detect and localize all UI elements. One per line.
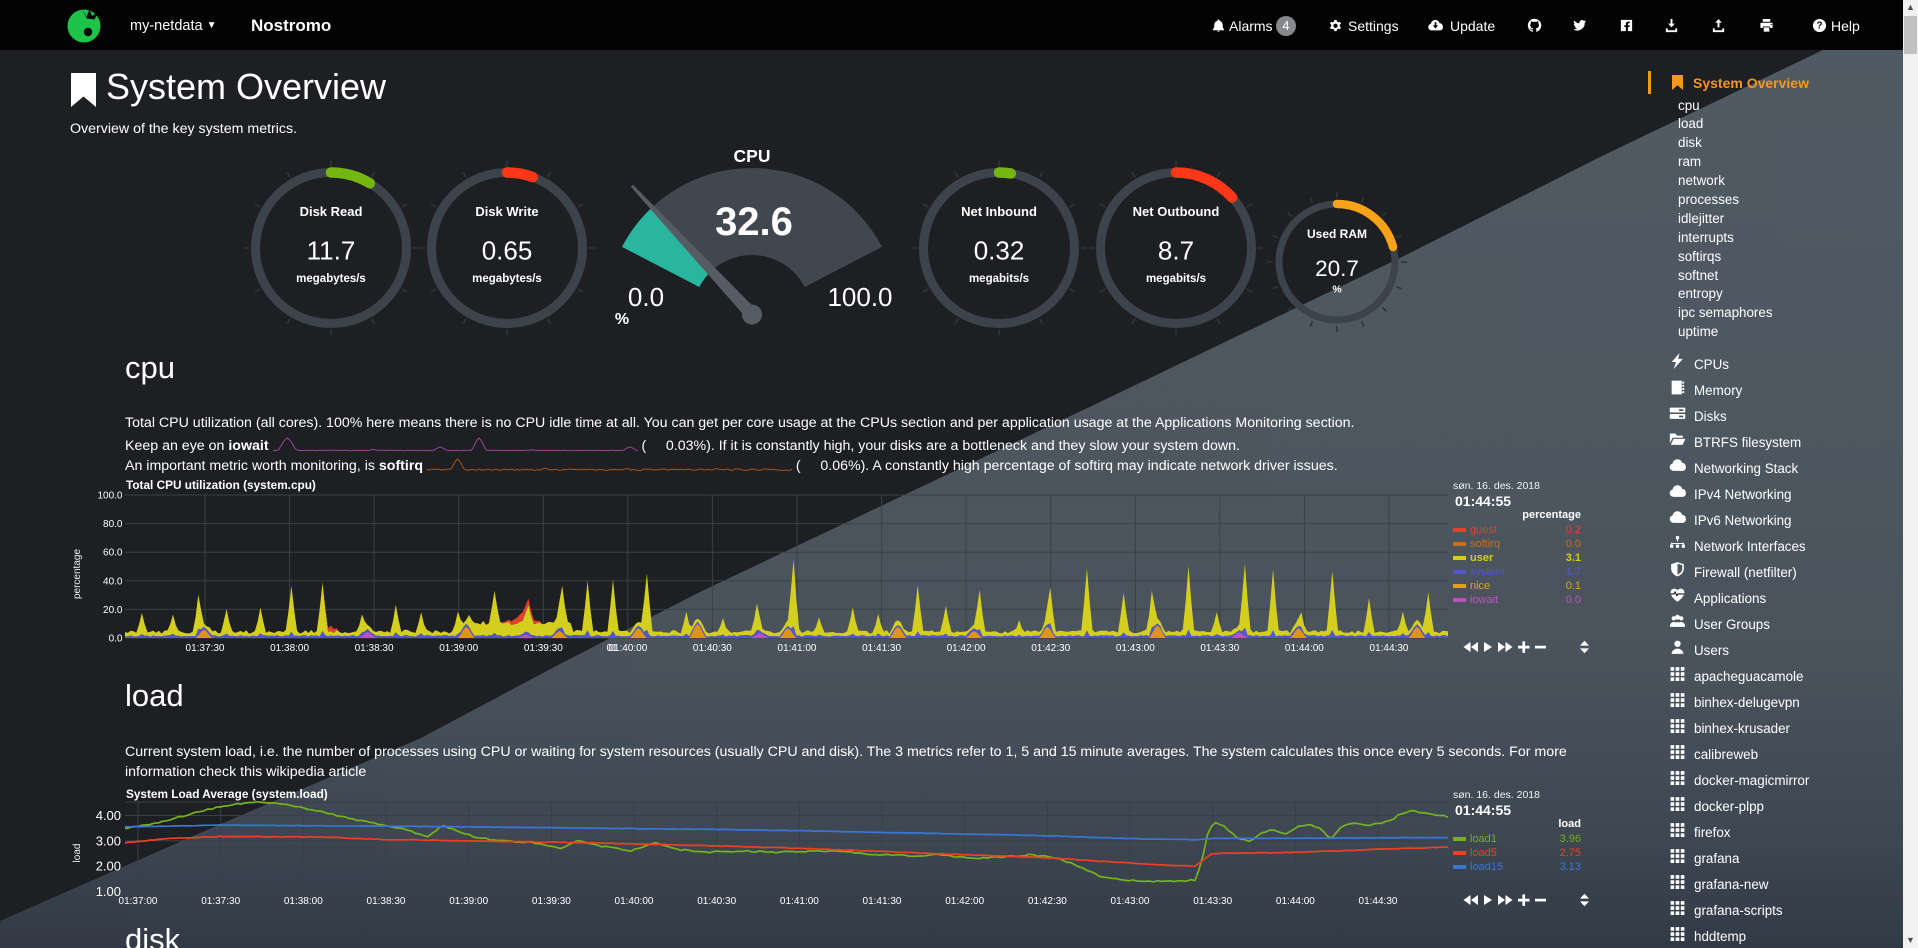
svg-text:1.00: 1.00 (96, 884, 121, 899)
svg-text:Disk Write: Disk Write (475, 204, 538, 219)
svg-text:01:37:30: 01:37:30 (186, 643, 225, 654)
svg-text:01:42:00: 01:42:00 (945, 896, 984, 907)
svg-text:load: load (72, 844, 83, 863)
svg-text:0.0: 0.0 (628, 282, 664, 312)
svg-text:2.00: 2.00 (96, 859, 121, 874)
svg-text:01:43:30: 01:43:30 (1193, 896, 1232, 907)
svg-text:01:38:00: 01:38:00 (284, 896, 323, 907)
svg-text:40.0: 40.0 (103, 576, 123, 587)
svg-text:01:38:30: 01:38:30 (367, 896, 406, 907)
svg-text:100.0: 100.0 (97, 491, 122, 502)
svg-text:01:37:00: 01:37:00 (119, 896, 158, 907)
svg-text:32.6: 32.6 (715, 200, 793, 244)
svg-text:01:44:30: 01:44:30 (1370, 643, 1409, 654)
svg-text:0.32: 0.32 (974, 236, 1025, 266)
svg-text:01:42:30: 01:42:30 (1028, 896, 1067, 907)
svg-text:01:41:00: 01:41:00 (778, 643, 817, 654)
svg-text:01:38:30: 01:38:30 (355, 643, 394, 654)
svg-text:20.0: 20.0 (103, 605, 123, 616)
svg-text:01:44:30: 01:44:30 (1359, 896, 1398, 907)
svg-text:01:38:00: 01:38:00 (270, 643, 309, 654)
svg-text:01:42:30: 01:42:30 (1031, 643, 1070, 654)
svg-text:percentage: percentage (72, 549, 83, 599)
svg-text:megabytes/s: megabytes/s (296, 273, 366, 285)
svg-text:01:43:00: 01:43:00 (1111, 896, 1150, 907)
svg-text:01:39:30: 01:39:30 (524, 643, 563, 654)
svg-text:01:44:00: 01:44:00 (1276, 896, 1315, 907)
svg-text:01:44:00: 01:44:00 (1285, 643, 1324, 654)
svg-text:01:41:00: 01:41:00 (780, 896, 819, 907)
svg-text:CPU: CPU (734, 146, 771, 166)
svg-text:01:40:30: 01:40:30 (697, 896, 736, 907)
svg-text:Net Inbound: Net Inbound (961, 204, 1037, 219)
svg-text:%: % (1332, 284, 1342, 296)
svg-text:01:40:30: 01:40:30 (693, 643, 732, 654)
svg-text:01:40:00: 01:40:00 (608, 643, 647, 654)
svg-text:0.65: 0.65 (482, 236, 533, 266)
svg-text:8.7: 8.7 (1158, 236, 1194, 266)
svg-text:01:43:30: 01:43:30 (1200, 643, 1239, 654)
svg-text:20.7: 20.7 (1315, 256, 1359, 281)
svg-text:60.0: 60.0 (103, 548, 123, 559)
svg-text:%: % (615, 311, 629, 328)
svg-text:80.0: 80.0 (103, 519, 123, 530)
svg-text:System Load Average (system.lo: System Load Average (system.load) (126, 787, 328, 801)
svg-text:01: 01 (606, 643, 618, 654)
svg-text:01:42:00: 01:42:00 (947, 643, 986, 654)
svg-text:01:40:00: 01:40:00 (615, 896, 654, 907)
svg-text:0.0: 0.0 (109, 634, 123, 645)
svg-text:Net Outbound: Net Outbound (1133, 204, 1220, 219)
svg-text:01:43:00: 01:43:00 (1116, 643, 1155, 654)
svg-text:megabits/s: megabits/s (969, 273, 1029, 285)
svg-text:megabytes/s: megabytes/s (472, 273, 542, 285)
svg-text:Used RAM: Used RAM (1307, 227, 1367, 241)
svg-text:01:41:30: 01:41:30 (862, 643, 901, 654)
svg-text:01:37:30: 01:37:30 (201, 896, 240, 907)
svg-text:?: ? (1816, 21, 1822, 32)
svg-text:01:39:00: 01:39:00 (449, 896, 488, 907)
svg-text:3.00: 3.00 (96, 833, 121, 848)
svg-text:Total CPU utilization (system.: Total CPU utilization (system.cpu) (126, 478, 316, 492)
svg-text:01:39:00: 01:39:00 (439, 643, 478, 654)
svg-text:megabits/s: megabits/s (1146, 273, 1206, 285)
svg-text:4.00: 4.00 (96, 808, 121, 823)
svg-text:01:39:30: 01:39:30 (532, 896, 571, 907)
svg-text:11.7: 11.7 (307, 236, 356, 266)
svg-text:Disk Read: Disk Read (300, 204, 363, 219)
svg-text:01:41:30: 01:41:30 (863, 896, 902, 907)
svg-text:100.0: 100.0 (827, 282, 892, 312)
